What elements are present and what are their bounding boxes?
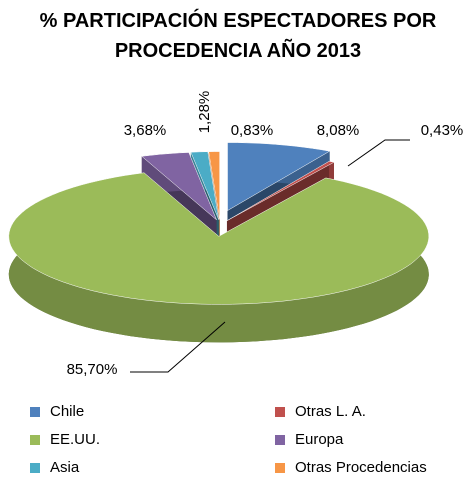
slice xyxy=(208,151,220,220)
legend-label: EE.UU. xyxy=(50,431,100,448)
legend-swatch xyxy=(275,435,285,445)
slice xyxy=(141,152,217,221)
legend-swatch xyxy=(30,435,40,445)
slice xyxy=(8,172,430,305)
chart-title: % PARTICIPACIÓN ESPECTADORES POR PROCEDE… xyxy=(39,10,437,62)
data-label: 0,83% xyxy=(231,122,274,139)
legend-swatch xyxy=(275,463,285,473)
data-label: 3,68% xyxy=(124,122,167,139)
legend-label: Otras Procedencias xyxy=(295,459,427,476)
data-label: 1,28% xyxy=(196,91,213,134)
legend-label: Chile xyxy=(50,403,84,420)
data-label: 0,43% xyxy=(421,122,464,139)
slice xyxy=(8,172,430,343)
leader-line xyxy=(347,139,410,167)
legend-label: Asia xyxy=(50,459,80,476)
legend-swatch xyxy=(275,407,285,417)
leader-line xyxy=(130,321,226,373)
data-label: 8,08% xyxy=(317,122,360,139)
slice xyxy=(190,151,219,220)
legend-label: Europa xyxy=(295,431,344,448)
legend-swatch xyxy=(30,407,40,417)
slice xyxy=(226,161,335,221)
slice xyxy=(227,142,331,212)
data-label: 85,70% xyxy=(67,361,118,378)
legend-swatch xyxy=(30,463,40,473)
legend-label: Otras L. A. xyxy=(295,403,366,420)
